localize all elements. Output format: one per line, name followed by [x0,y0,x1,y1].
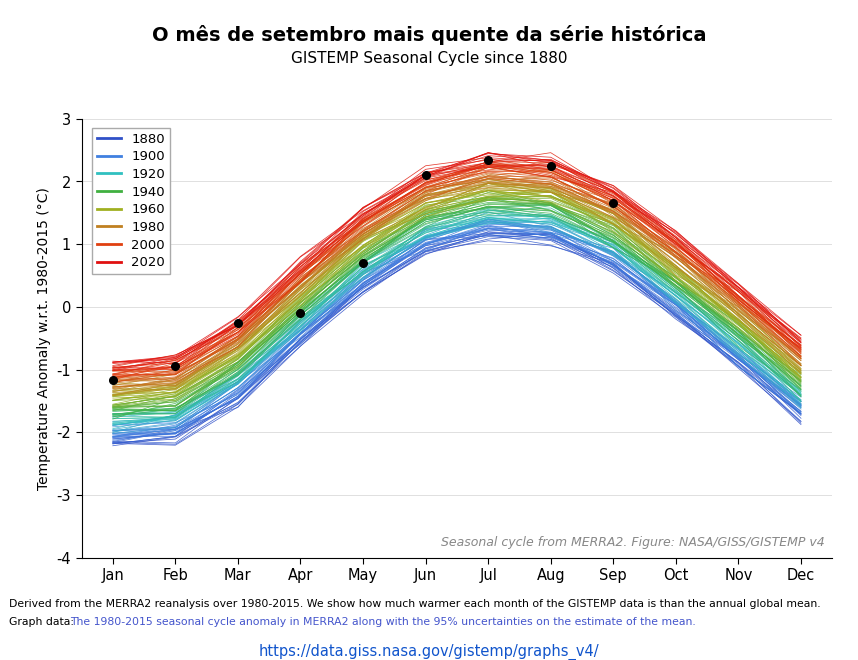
Text: Graph data:: Graph data: [9,617,77,627]
Text: Derived from the MERRA2 reanalysis over 1980-2015. We show how much warmer each : Derived from the MERRA2 reanalysis over … [9,599,820,609]
Legend: 1880, 1900, 1920, 1940, 1960, 1980, 2000, 2020: 1880, 1900, 1920, 1940, 1960, 1980, 2000… [92,127,171,275]
Text: Seasonal cycle from MERRA2. Figure: NASA/GISS/GISTEMP v4: Seasonal cycle from MERRA2. Figure: NASA… [441,536,825,549]
Y-axis label: Temperature Anomaly w.r.t. 1980-2015 (°C): Temperature Anomaly w.r.t. 1980-2015 (°C… [37,187,51,490]
Text: The 1980-2015 seasonal cycle anomaly in MERRA2 along with the 95% uncertainties : The 1980-2015 seasonal cycle anomaly in … [70,617,696,627]
Text: https://data.giss.nasa.gov/gistemp/graphs_v4/: https://data.giss.nasa.gov/gistemp/graph… [259,644,599,660]
Text: GISTEMP Seasonal Cycle since 1880: GISTEMP Seasonal Cycle since 1880 [291,51,567,67]
Text: O mês de setembro mais quente da série histórica: O mês de setembro mais quente da série h… [152,25,706,45]
